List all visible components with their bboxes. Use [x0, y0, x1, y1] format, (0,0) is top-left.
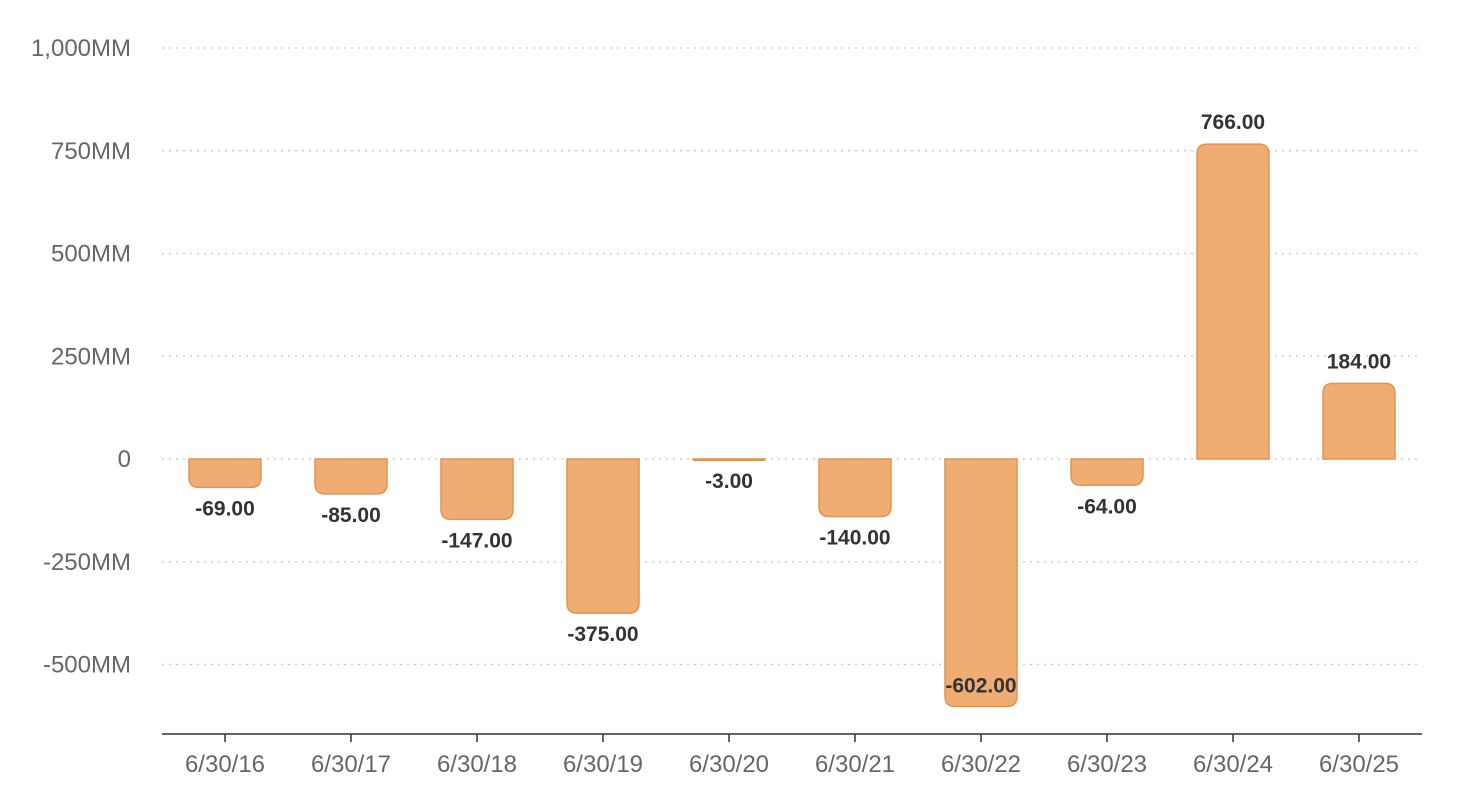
x-tick-label: 6/30/20 [689, 751, 769, 778]
y-axis-tick-labels: 1,000MM 750MM 500MM 250MM 0 -250MM -500MM [31, 35, 131, 679]
bars [188, 143, 1396, 708]
bar-6-30-19 [566, 458, 640, 614]
bar-6-30-20 [692, 458, 766, 461]
x-tick-label: 6/30/23 [1067, 751, 1147, 778]
bar-6-30-17 [314, 458, 388, 495]
data-label: -375.00 [567, 623, 638, 646]
x-tick-label: 6/30/16 [185, 751, 265, 778]
data-label: 184.00 [1327, 350, 1391, 373]
y-tick-label: -250MM [43, 549, 131, 576]
data-label: -147.00 [441, 529, 512, 552]
bar-6-30-23 [1070, 458, 1144, 487]
data-label: 766.00 [1201, 111, 1265, 134]
y-tick-label: 1,000MM [31, 35, 131, 62]
data-labels: -69.00 -85.00 -147.00 -375.00 -3.00 -140.00 -6… [195, 111, 1391, 697]
bar-6-30-24 [1196, 143, 1270, 460]
bar-6-30-21 [818, 458, 892, 518]
x-tick-label: 6/30/19 [563, 751, 643, 778]
data-label: -140.00 [819, 527, 890, 550]
y-tick-label: 750MM [51, 138, 131, 165]
data-label: -3.00 [705, 470, 753, 493]
x-tick-label: 6/30/24 [1193, 751, 1273, 778]
data-label: -69.00 [195, 497, 255, 520]
x-tick-label: 6/30/22 [941, 751, 1021, 778]
bar-6-30-18 [440, 458, 514, 521]
x-tick-label: 6/30/21 [815, 751, 895, 778]
bar-6-30-16 [188, 458, 262, 489]
bar-6-30-22 [944, 458, 1018, 708]
x-tick-label: 6/30/17 [311, 751, 391, 778]
data-label: -602.00 [945, 674, 1016, 697]
x-axis: 6/30/16 6/30/17 6/30/18 6/30/19 6/30/20 6/30/… [162, 733, 1422, 778]
data-label: -64.00 [1077, 495, 1137, 518]
y-tick-label: 0 [118, 446, 131, 473]
y-tick-label: 250MM [51, 343, 131, 370]
data-label: -85.00 [321, 504, 381, 527]
x-tick-label: 6/30/25 [1319, 751, 1399, 778]
bar-6-30-25 [1322, 382, 1396, 460]
y-tick-label: 500MM [51, 241, 131, 268]
x-tick-label: 6/30/18 [437, 751, 517, 778]
y-tick-label: -500MM [43, 652, 131, 679]
